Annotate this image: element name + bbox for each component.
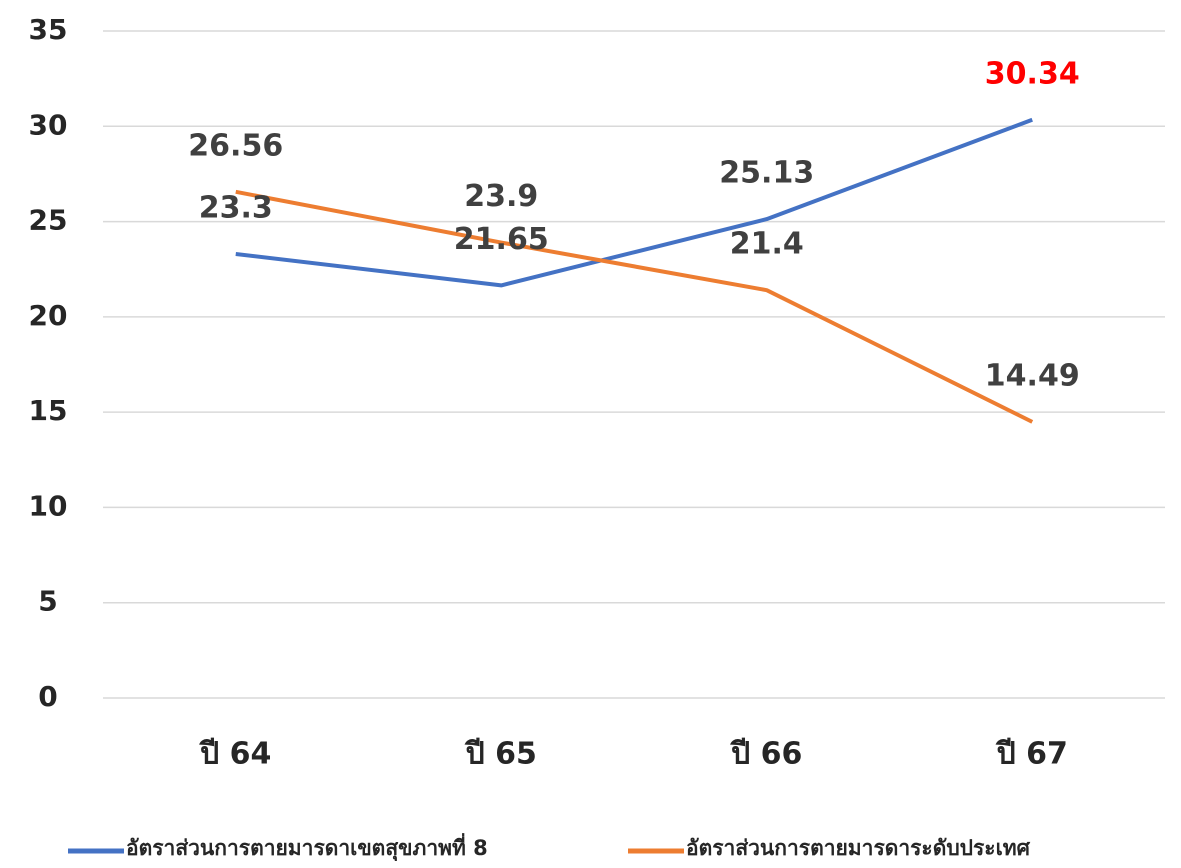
y-tick-label: 10 bbox=[29, 489, 68, 522]
data-label: 26.56 bbox=[188, 128, 283, 163]
x-tick-label: ปี 66 bbox=[729, 737, 802, 772]
y-tick-label: 20 bbox=[29, 299, 68, 332]
data-label: 25.13 bbox=[719, 156, 814, 191]
data-label: 30.34 bbox=[985, 56, 1080, 91]
y-tick-label: 5 bbox=[38, 585, 57, 618]
y-tick-label: 0 bbox=[38, 680, 57, 713]
x-tick-label: ปี 67 bbox=[995, 737, 1068, 772]
data-label: 23.3 bbox=[199, 190, 273, 225]
x-tick-label: ปี 64 bbox=[198, 737, 271, 772]
data-label: 21.4 bbox=[730, 227, 804, 262]
y-tick-label: 25 bbox=[29, 204, 68, 237]
legend-label: อัตราส่วนการตายมารดาระดับประเทศ bbox=[686, 836, 1031, 860]
data-label: 21.65 bbox=[454, 222, 549, 257]
series-line bbox=[235, 117, 1033, 288]
series-line bbox=[235, 189, 1034, 424]
data-label: 14.49 bbox=[985, 358, 1080, 393]
legend-label: อัตราส่วนการตายมารดาเขตสุขภาพที่ 8 bbox=[126, 832, 488, 862]
x-tick-label: ปี 65 bbox=[464, 737, 537, 772]
y-tick-label: 30 bbox=[29, 108, 68, 141]
y-tick-label: 35 bbox=[29, 13, 68, 46]
data-label: 23.9 bbox=[464, 179, 538, 214]
y-tick-label: 15 bbox=[29, 394, 68, 427]
